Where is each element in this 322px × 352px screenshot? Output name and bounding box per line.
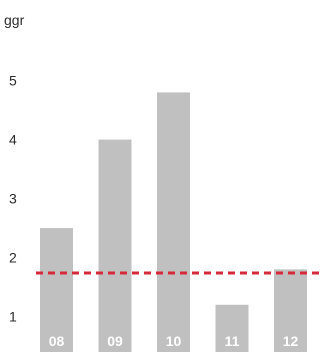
x-category-label: 10 xyxy=(166,333,182,349)
bar-10 xyxy=(157,92,190,352)
x-category-label: 11 xyxy=(225,333,240,349)
bar-11 xyxy=(215,304,249,352)
y-tick-label: 2 xyxy=(9,250,17,266)
bar-12 xyxy=(274,269,307,352)
bars-group: 08 09 10 11 12 xyxy=(40,92,307,352)
x-category-label: 12 xyxy=(283,333,299,349)
x-category-label: 09 xyxy=(107,333,123,349)
y-tick-label: 4 xyxy=(9,132,17,148)
y-axis-ticks: 1 2 3 4 5 xyxy=(9,73,17,325)
bar-08 xyxy=(40,228,73,352)
y-tick-label: 3 xyxy=(9,191,17,207)
y-axis-unit-label: ggr xyxy=(4,12,25,28)
y-tick-label: 1 xyxy=(9,309,17,325)
bar-09 xyxy=(98,139,132,352)
y-tick-label: 5 xyxy=(9,73,17,89)
x-category-label: 08 xyxy=(49,333,65,349)
